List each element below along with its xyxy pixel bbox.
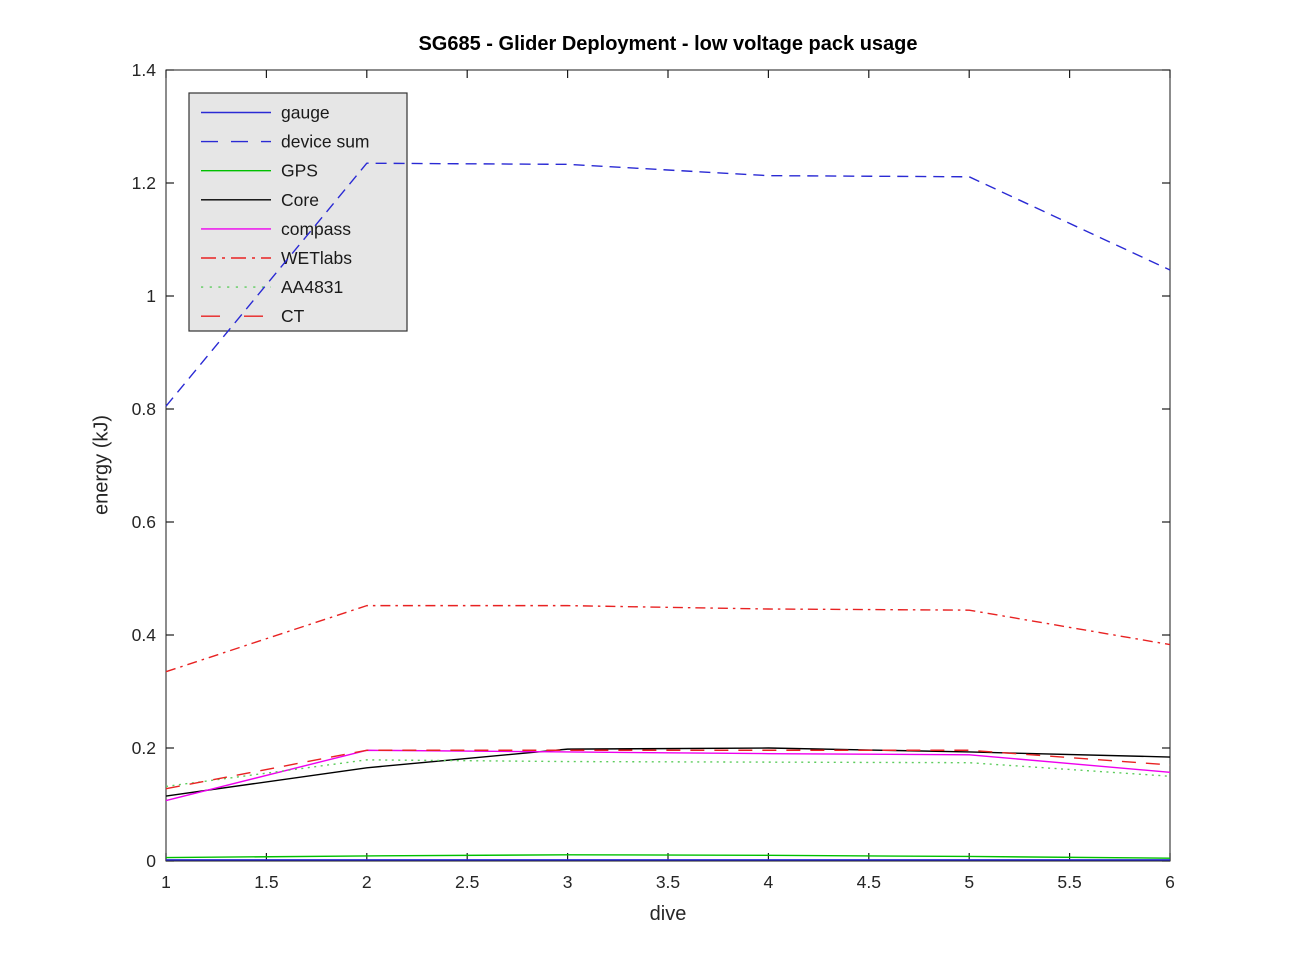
y-tick-label: 1 — [146, 286, 156, 306]
x-axis-label: dive — [649, 903, 687, 925]
y-tick-label: 0.6 — [132, 512, 156, 532]
legend-label: compass — [281, 219, 351, 239]
series-line-AA4831 — [165, 759, 1171, 788]
y-tick-label: 1.2 — [132, 173, 156, 193]
y-tick-label: 0.4 — [132, 625, 157, 645]
series-line-GPS — [165, 854, 1171, 859]
x-tick-label: 5.5 — [1057, 872, 1081, 892]
x-tick-label: 1.5 — [254, 872, 278, 892]
y-tick-label: 1.4 — [132, 60, 157, 80]
series-line-compass — [165, 749, 1171, 802]
legend-label: Core — [281, 190, 319, 210]
legend-box — [188, 92, 408, 332]
legend-label: gauge — [281, 103, 330, 123]
x-tick-label: 4 — [764, 872, 774, 892]
legend-label: AA4831 — [281, 277, 343, 297]
series-line-WETlabs — [165, 604, 1171, 673]
series-line-Core — [165, 747, 1171, 797]
x-tick-label: 5 — [964, 872, 974, 892]
y-tick-label: 0 — [146, 851, 156, 871]
y-axis-label: energy (kJ) — [90, 414, 113, 516]
x-tick-label: 1 — [161, 872, 171, 892]
y-tick-label: 0.2 — [132, 738, 156, 758]
series-line-CT — [165, 749, 1171, 790]
legend-label: CT — [281, 306, 305, 326]
legend-label: device sum — [281, 132, 370, 152]
x-tick-label: 3 — [563, 872, 573, 892]
chart-title: SG685 - Glider Deployment - low voltage … — [418, 33, 918, 55]
x-tick-label: 6 — [1165, 872, 1175, 892]
x-tick-label: 2.5 — [455, 872, 479, 892]
x-tick-label: 4.5 — [857, 872, 881, 892]
legend-label: GPS — [281, 161, 318, 181]
x-tick-label: 2 — [362, 872, 372, 892]
x-tick-label: 3.5 — [656, 872, 680, 892]
y-tick-label: 0.8 — [132, 399, 156, 419]
series-line-device-sum — [165, 162, 1171, 407]
legend-label: WETlabs — [281, 248, 352, 268]
